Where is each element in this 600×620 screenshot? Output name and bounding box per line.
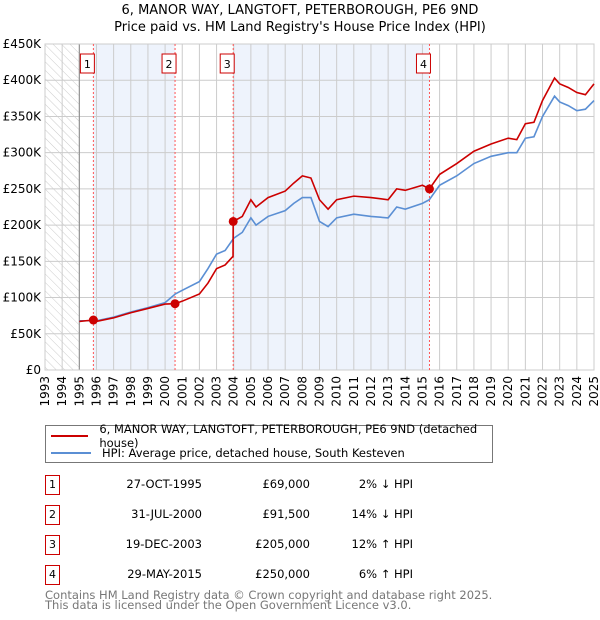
sale-label-text: 3 (224, 58, 231, 71)
sale-hpi-diff: 2% ↓ HPI (358, 477, 413, 491)
legend-label: HPI: Average price, detached house, Sout… (102, 446, 405, 460)
sale-point (170, 299, 180, 309)
footer-line: This data is licensed under the Open Gov… (45, 598, 412, 612)
x-tick-label: 2025 (587, 376, 600, 407)
sale-number-badge: 1 (45, 475, 60, 495)
sale-row: 2 31-JUL-2000 £91,500 14% ↓ HPI (45, 505, 445, 525)
x-tick-label: 2023 (553, 376, 567, 407)
sale-label-text: 2 (166, 58, 173, 71)
sale-price: £91,500 (262, 507, 310, 521)
sale-label-box (415, 53, 431, 74)
x-tick-label: 1996 (89, 376, 103, 407)
sale-date: 31-JUL-2000 (131, 507, 202, 521)
x-tick-label: 1995 (72, 376, 86, 407)
sale-label-text: 1 (84, 58, 91, 71)
price-paid-line (79, 76, 595, 323)
sale-number-badge: 2 (45, 505, 60, 525)
x-tick-label: 2017 (450, 376, 464, 407)
x-tick-label: 1997 (107, 376, 121, 407)
x-tick-label: 2003 (210, 376, 224, 407)
plot-border (44, 43, 595, 371)
sale-label-3: 3 (219, 53, 235, 74)
shaded-band (233, 44, 430, 370)
y-tick-label: £250K (3, 182, 43, 196)
sale-row: 4 29-MAY-2015 £250,000 6% ↑ HPI (45, 565, 445, 585)
x-tick-label: 2009 (313, 376, 327, 407)
x-tick-label: 1993 (38, 376, 52, 407)
shaded-band (93, 44, 176, 370)
y-tick-label: £200K (3, 218, 43, 232)
x-tick-label: 2022 (536, 376, 550, 407)
x-tick-label: 2016 (433, 376, 447, 407)
sale-row: 3 19-DEC-2003 £205,000 12% ↑ HPI (45, 535, 445, 555)
y-tick-label: £0 (26, 363, 41, 377)
legend-swatch-red (51, 435, 89, 437)
sale-hpi-diff: 14% ↓ HPI (351, 507, 413, 521)
legend-item-property: 6, MANOR WAY, LANGTOFT, PETERBOROUGH, PE… (51, 422, 492, 450)
x-tick-label: 2006 (261, 376, 275, 407)
x-tick-label: 2001 (175, 376, 189, 407)
sale-date: 19-DEC-2003 (125, 537, 202, 551)
chart-title: 6, MANOR WAY, LANGTOFT, PETERBOROUGH, PE… (121, 3, 479, 18)
y-tick-label: £150K (3, 254, 43, 268)
y-tick-label: £450K (3, 37, 43, 51)
sale-label-2: 2 (161, 53, 177, 74)
x-tick-label: 2008 (295, 376, 309, 407)
y-tick-label: £350K (3, 109, 43, 123)
x-tick-label: 2019 (484, 376, 498, 407)
x-tick-label: 2014 (398, 376, 412, 407)
legend-swatch-blue (51, 452, 91, 454)
x-tick-label: 2021 (518, 376, 532, 407)
x-tick-label: 2013 (381, 376, 395, 407)
x-tick-label: 1994 (55, 376, 69, 407)
x-tick-label: 2012 (364, 376, 378, 407)
sale-point (424, 184, 434, 194)
x-tick-label: 2015 (415, 376, 429, 407)
sale-label-1: 1 (79, 53, 95, 74)
x-tick-label: 2002 (192, 376, 206, 407)
sale-label-box (79, 53, 95, 74)
sale-number-badge: 4 (45, 565, 60, 585)
sale-date: 27-OCT-1995 (126, 477, 202, 491)
chart-subtitle: Price paid vs. HM Land Registry's House … (114, 20, 486, 35)
sale-label-4: 4 (415, 53, 431, 74)
plot-area: 1993 1994 1995 1996 1997 1998 1999 2000 2001 2002… (3, 37, 600, 407)
sale-number-badge: 3 (45, 535, 60, 555)
x-tick-label: 1998 (124, 376, 138, 407)
sale-hpi-diff: 6% ↑ HPI (358, 567, 413, 581)
sale-price: £69,000 (262, 477, 310, 491)
hpi-line (79, 94, 595, 322)
x-tick-label: 2011 (347, 376, 361, 407)
x-tick-label: 1999 (141, 376, 155, 407)
x-tick-label: 2018 (467, 376, 481, 407)
sale-label-box (219, 53, 235, 74)
x-tick-label: 2000 (158, 376, 172, 407)
sale-row: 1 27-OCT-1995 £69,000 2% ↓ HPI (45, 475, 445, 495)
x-tick-label: 2005 (244, 376, 258, 407)
y-tick-label: £300K (3, 146, 43, 160)
y-tick-label: £100K (3, 291, 43, 305)
sale-label-box (161, 53, 177, 74)
sale-date: 29-MAY-2015 (127, 567, 202, 581)
sale-hpi-diff: 12% ↑ HPI (351, 537, 413, 551)
legend-label: 6, MANOR WAY, LANGTOFT, PETERBOROUGH, PE… (99, 422, 478, 450)
x-tick-label: 2007 (278, 376, 292, 407)
sale-price: £250,000 (255, 567, 310, 581)
sale-point (88, 315, 98, 325)
x-tick-label: 2004 (227, 376, 241, 407)
legend: 6, MANOR WAY, LANGTOFT, PETERBOROUGH, PE… (45, 422, 493, 463)
footer: Contains HM Land Registry data © Crown c… (45, 588, 493, 612)
sale-price: £205,000 (255, 537, 310, 551)
sale-point (228, 216, 238, 226)
x-tick-label: 2010 (330, 376, 344, 407)
x-tick-label: 2020 (501, 376, 515, 407)
sale-label-text: 4 (420, 58, 427, 71)
x-tick-label: 2024 (570, 376, 584, 407)
y-tick-label: £50K (10, 327, 42, 341)
y-tick-label: £400K (3, 73, 43, 87)
footer-line: Contains HM Land Registry data © Crown c… (45, 588, 493, 602)
legend-item-hpi: HPI: Average price, detached house, Sout… (51, 445, 405, 461)
